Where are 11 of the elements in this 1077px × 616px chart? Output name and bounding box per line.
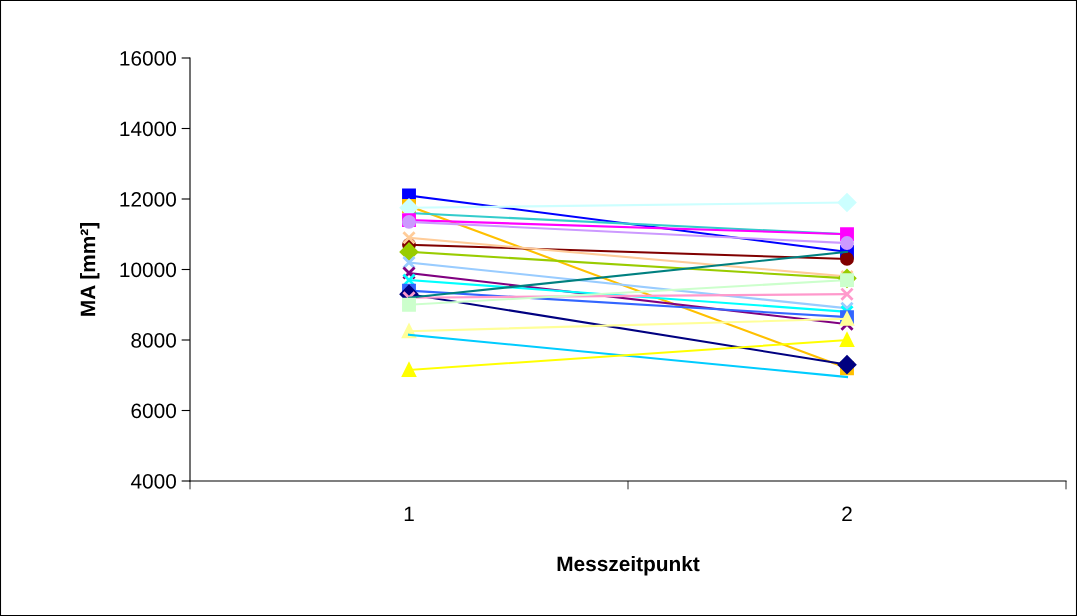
y-tick-label: 16000 [120, 51, 176, 66]
y-tick-label: 12000 [120, 192, 176, 207]
x-tick-label: 1 [404, 506, 414, 522]
y-axis-title: MA [mm²] [80, 223, 100, 316]
y-tick-label: 4000 [130, 474, 176, 489]
y-tick-label: 8000 [131, 333, 176, 348]
x-axis-title: Messzeitpunkt [557, 555, 700, 576]
x-tick-label: 2 [842, 506, 852, 522]
y-tick-label: 6000 [131, 403, 176, 419]
y-tick-label: 10000 [120, 262, 176, 278]
y-tick-label: 14000 [120, 121, 176, 137]
